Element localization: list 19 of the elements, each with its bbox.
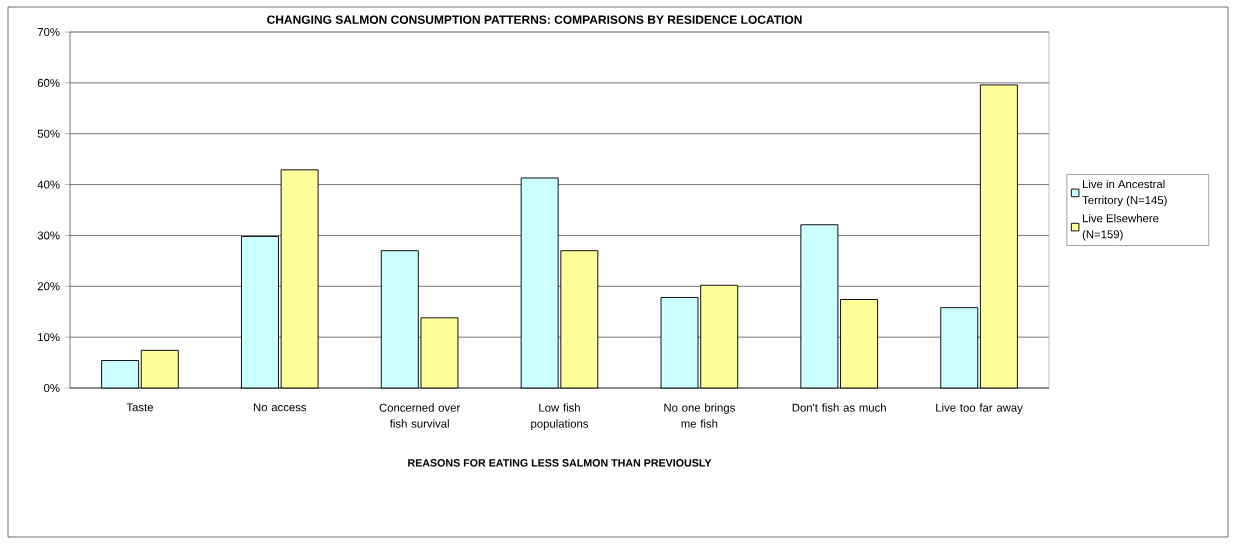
y-tick-label: 40% [37,180,60,189]
chart-title: CHANGING SALMON CONSUMPTION PATTERNS: COMPARISONS BY RESIDENCE LOCATION [267,15,802,24]
legend-label: Live Elsewhere (N=159) [1082,214,1159,241]
y-tick-label: 20% [37,282,60,291]
x-axis-title: REASONS FOR EATING LESS SALMON THAN PREVIOUSLY [408,459,712,467]
x-tick-label: Taste [126,403,153,412]
y-tick-label: 0% [44,384,60,393]
x-tick-label: Don't fish as much [792,403,886,412]
y-tick-label: 60% [37,78,60,87]
x-tick-label: Concerned over fish survival [379,403,461,428]
x-tick-label: Live too far away [936,403,1023,414]
legend-label: Live in Ancestral Territory (N=145) [1082,179,1167,207]
y-tick-label: 10% [38,333,60,342]
x-tick-label: No one brings me fish [664,403,735,428]
x-tick-label: No access [253,403,307,412]
y-tick-label: 70% [37,28,60,37]
x-tick-label: Low fish populations [531,403,589,430]
y-tick-label: 30% [37,231,60,240]
y-tick-label: 50% [37,129,60,138]
